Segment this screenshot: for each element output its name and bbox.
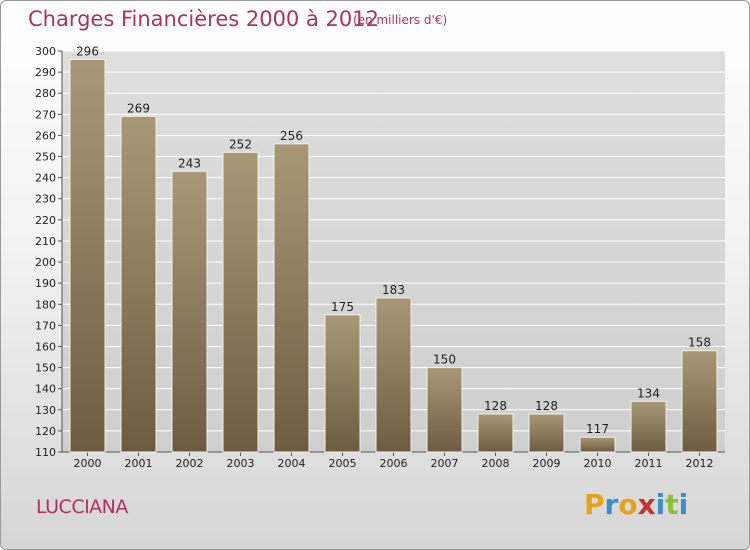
x-tick-label: 2012	[686, 457, 714, 470]
bar-2004	[273, 143, 310, 453]
x-tick-label: 2010	[584, 457, 612, 470]
data-label: 269	[127, 101, 150, 115]
y-tick-label: 170	[35, 319, 56, 332]
data-label: 243	[178, 156, 201, 170]
y-tick-label: 220	[35, 214, 56, 227]
data-label: 183	[382, 283, 405, 297]
data-label: 252	[229, 137, 252, 151]
y-tick-label: 140	[35, 383, 56, 396]
bars	[69, 58, 718, 453]
logo-letter: i	[655, 488, 666, 521]
y-tick-label: 190	[35, 277, 56, 290]
proxiti-logo: Proxiti	[584, 488, 688, 521]
data-label: 175	[331, 300, 354, 314]
x-tick-label: 2001	[125, 457, 153, 470]
x-tick-label: 2007	[431, 457, 459, 470]
y-tick-label: 180	[35, 298, 56, 311]
logo-letter: t	[665, 488, 679, 521]
x-tick-label: 2005	[329, 457, 357, 470]
y-tick-label: 210	[35, 235, 56, 248]
data-label: 128	[484, 399, 507, 413]
commune-name: LUCCIANA	[36, 496, 128, 518]
x-tick-label: 2008	[482, 457, 510, 470]
y-tick-label: 280	[35, 87, 56, 100]
bar-2005	[324, 314, 361, 453]
data-label: 158	[688, 336, 711, 350]
logo-letter: r	[604, 488, 619, 521]
bar-2012	[681, 350, 718, 453]
bar-2008	[477, 413, 514, 453]
data-label: 117	[586, 422, 609, 436]
axes: 110 120 130 140 150 160 170 180 190 200 210 220 230 2…	[35, 45, 725, 470]
unit-note: (en milliers d'€)	[353, 13, 448, 27]
data-labels: 296 269 243 252 256 175 183 150 128 128 117 134 158	[76, 44, 711, 436]
y-tick-label: 290	[35, 66, 56, 79]
data-label: 256	[280, 129, 303, 143]
y-tick-label: 200	[35, 256, 56, 269]
y-tick-label: 230	[35, 193, 56, 206]
x-tick-label: 2006	[380, 457, 408, 470]
logo-letter: o	[618, 488, 638, 521]
bar-2001	[120, 115, 157, 453]
y-tick-label: 250	[35, 151, 56, 164]
bar-2007	[426, 367, 463, 453]
x-tick-label: 2000	[74, 457, 102, 470]
y-tick-label: 160	[35, 340, 56, 353]
bar-2000	[69, 58, 106, 453]
x-tick-label: 2011	[635, 457, 663, 470]
data-label: 296	[76, 44, 99, 58]
x-tick-label: 2002	[176, 457, 204, 470]
y-tick-label: 110	[35, 446, 56, 459]
bar-2002	[171, 170, 208, 453]
y-tick-label: 130	[35, 404, 56, 417]
bar-2006	[375, 297, 412, 453]
y-tick-label: 270	[35, 108, 56, 121]
y-tick-label: 120	[35, 425, 56, 438]
bar-2011	[630, 400, 667, 453]
data-label: 150	[433, 353, 456, 367]
chart-title: Charges Financières 2000 à 2012	[28, 7, 379, 31]
y-tick-label: 240	[35, 172, 56, 185]
data-label: 134	[637, 386, 660, 400]
logo-letter: P	[584, 488, 605, 521]
x-tick-label: 2009	[533, 457, 561, 470]
y-tick-label: 260	[35, 129, 56, 142]
bar-2003	[222, 151, 259, 453]
data-label: 128	[535, 399, 558, 413]
bar-2009	[528, 413, 565, 453]
logo-letter: i	[678, 488, 689, 521]
x-tick-label: 2003	[227, 457, 255, 470]
x-tick-label: 2004	[278, 457, 306, 470]
logo-letter: x	[637, 488, 656, 521]
y-tick-label: 300	[35, 45, 56, 58]
y-tick-label: 150	[35, 362, 56, 375]
bar-2010	[579, 436, 616, 453]
